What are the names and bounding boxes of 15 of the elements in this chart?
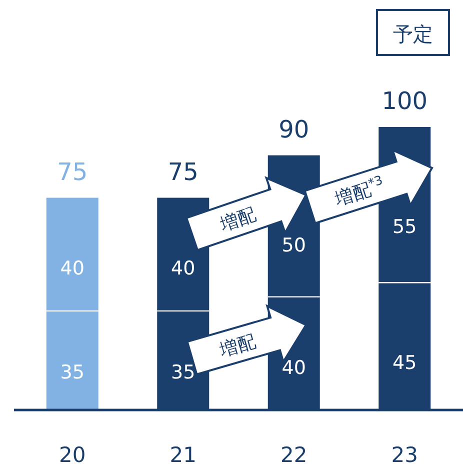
- data-label: 45: [392, 352, 417, 374]
- note-box: 予定: [376, 9, 450, 56]
- x-tick-label: 20: [59, 443, 86, 466]
- data-label: 35: [60, 361, 84, 384]
- x-tick-label: 23: [391, 443, 418, 466]
- total-label: 75: [57, 158, 88, 186]
- data-label: 40: [60, 258, 84, 280]
- annotation: 増配: [216, 331, 258, 362]
- total-label: 90: [278, 115, 310, 144]
- data-label: 40: [282, 356, 306, 379]
- data-label: 40: [171, 258, 196, 280]
- total-label: 100: [382, 87, 428, 115]
- annotation: 増配: [216, 204, 259, 236]
- x-tick-label: 22: [280, 443, 308, 466]
- x-tick-label: 21: [170, 443, 196, 466]
